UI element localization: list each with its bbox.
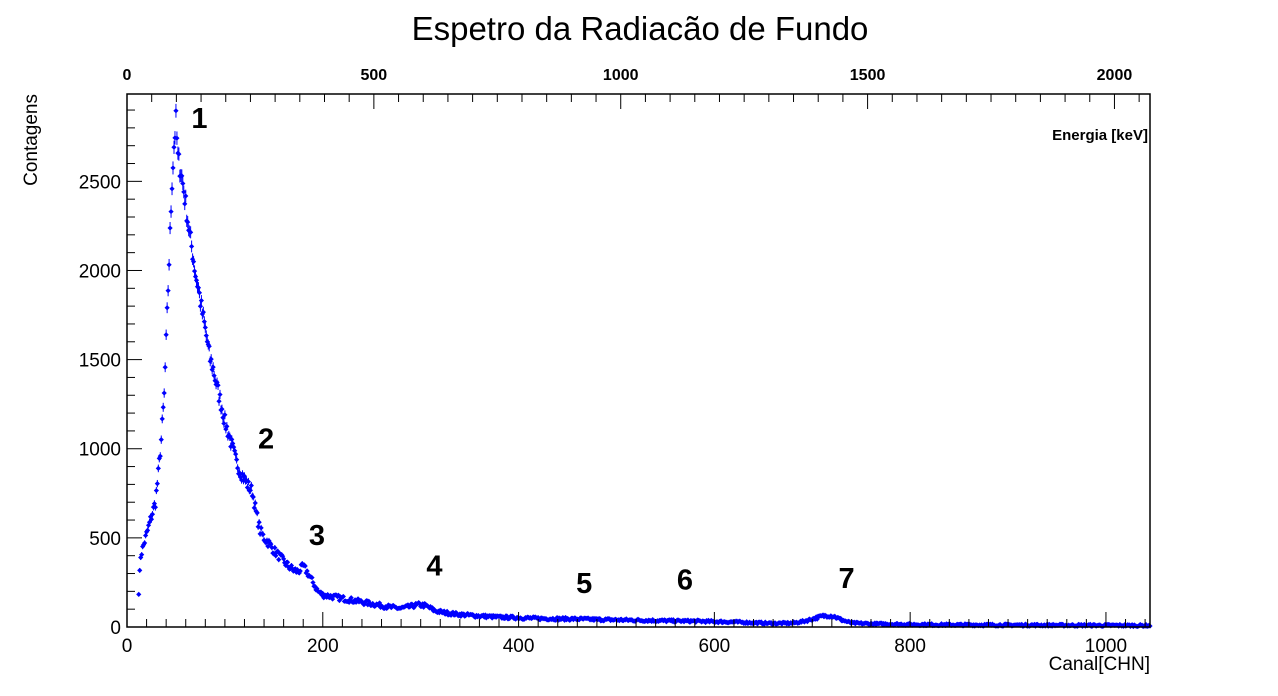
y-axis-ticks [127,109,142,628]
y-tick-label: 500 [89,529,121,550]
chart-title: Espetro da Radiacão de Fundo [412,10,869,47]
x-tick-label: 0 [122,636,133,657]
x-axis-title: Canal[CHN] [1049,654,1150,675]
peak-label: 7 [838,563,854,595]
data-point [1019,621,1025,627]
data-point [1143,621,1149,628]
plot-frame [126,93,1151,628]
x-tick-label: 200 [307,636,339,657]
y-tick-label: 2000 [79,261,121,282]
top-tick-label: 500 [361,67,388,84]
data-point [1087,621,1093,627]
y-axis-title: Contagens [21,94,42,186]
y-tick-label: 0 [110,618,121,639]
peak-annotations: 1 2 3 4 5 6 7 [191,103,854,600]
peak-label: 3 [309,520,325,552]
x-tick-label: 400 [503,636,535,657]
top-tick-label: 1500 [850,67,886,84]
top-axis-tick-labels: 0 500 1000 1500 2000 [123,67,1133,84]
peak-label: 2 [258,424,274,456]
y-tick-label: 2500 [79,172,121,193]
top-tick-label: 0 [123,67,132,84]
x-tick-label: 800 [894,636,926,657]
top-axis-ticks [126,94,1140,109]
peak-label: 1 [191,103,207,135]
data-point [779,621,785,627]
peak-label: 4 [426,550,442,582]
peak-label: 5 [576,568,592,600]
x-axis-tick-labels: 0 200 400 600 800 1000 [122,636,1127,657]
y-tick-label: 1500 [79,351,121,372]
data-point [761,621,767,627]
x-tick-label: 1000 [1085,636,1127,657]
y-axis-tick-labels: 0 500 1000 1500 2000 2500 [79,172,121,639]
y-tick-label: 1000 [79,440,121,461]
x-axis-ticks [126,612,1146,627]
top-tick-label: 2000 [1097,67,1133,84]
data-point [1032,623,1039,629]
peak-label: 6 [677,565,693,597]
top-axis-title: Energia [keV] [1052,127,1148,144]
data-point [873,622,879,628]
x-tick-label: 600 [699,636,731,657]
top-tick-label: 1000 [603,67,639,84]
